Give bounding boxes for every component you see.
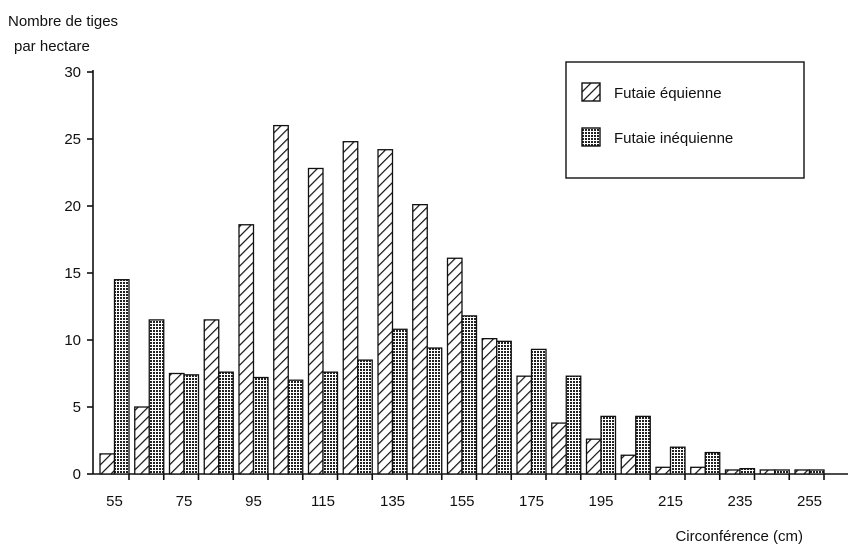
bar-inequienne	[252, 376, 269, 475]
bar-equienne	[690, 466, 706, 475]
legend-swatch-inequienne	[581, 127, 601, 147]
bar-inequienne	[183, 374, 200, 475]
bar-inequienne	[287, 379, 304, 475]
bar-inequienne	[600, 415, 617, 475]
bar-inequienne	[704, 451, 721, 475]
bar-equienne	[307, 167, 324, 475]
legend-box	[565, 61, 805, 179]
legend-swatch-equienne	[581, 82, 601, 102]
bar-equienne	[481, 338, 498, 475]
bars	[99, 124, 825, 475]
y-tick-label: 15	[64, 265, 81, 282]
bar-inequienne	[461, 315, 478, 475]
bar-equienne	[134, 406, 150, 475]
bar-equienne	[551, 422, 567, 475]
y-tick-label: 0	[73, 466, 81, 483]
bar-inequienne	[357, 359, 373, 475]
bar-equienne	[203, 319, 220, 475]
bar-inequienne	[391, 328, 408, 475]
x-tick-label: 75	[176, 493, 193, 510]
bar-equienne	[759, 469, 776, 475]
bar-equienne	[342, 141, 359, 475]
bar-equienne	[655, 466, 672, 475]
bar-equienne	[794, 469, 811, 475]
bar-equienne	[446, 257, 463, 475]
bar-equienne	[273, 124, 289, 475]
y-axis-title-line2: par hectare	[14, 38, 90, 55]
bar-equienne	[238, 224, 255, 475]
y-tick-label: 30	[64, 64, 81, 81]
bar-inequienne	[148, 319, 165, 475]
bar-inequienne	[426, 347, 443, 475]
bar-inequienne	[113, 279, 130, 475]
bar-equienne	[516, 375, 533, 475]
x-axis-title: Circonférence (cm)	[675, 528, 803, 545]
x-tick-label: 175	[519, 493, 544, 510]
x-tick-label: 235	[727, 493, 752, 510]
bar-inequienne	[774, 469, 790, 475]
x-tick-label: 115	[311, 493, 335, 510]
bar-equienne	[412, 204, 428, 475]
bar-inequienne	[808, 469, 825, 475]
x-tick-label: 195	[588, 493, 613, 510]
y-axis-title-line1: Nombre de tiges	[8, 13, 118, 30]
y-tick-label: 5	[73, 399, 81, 416]
bar-inequienne	[322, 371, 339, 475]
x-tick-label: 135	[380, 493, 405, 510]
bar-inequienne	[739, 467, 756, 475]
bar-equienne	[724, 469, 741, 475]
bar-equienne	[168, 372, 185, 475]
bar-equienne	[377, 149, 394, 475]
bar-equienne	[620, 454, 637, 475]
bar-inequienne	[669, 446, 686, 475]
bar-inequienne	[496, 340, 512, 475]
bar-inequienne	[565, 375, 582, 475]
bar-inequienne	[218, 371, 234, 475]
legend-label-equienne: Futaie équienne	[614, 85, 722, 102]
bar-inequienne	[635, 415, 651, 475]
y-tick-label: 25	[64, 131, 81, 148]
x-tick-label: 255	[797, 493, 822, 510]
bar-equienne	[585, 438, 602, 475]
x-tick-label: 55	[106, 493, 123, 510]
x-tick-label: 155	[449, 493, 474, 510]
legend-label-inequienne: Futaie inéquienne	[614, 130, 733, 147]
y-tick-label: 20	[64, 198, 81, 215]
legend: Futaie équienne Futaie inéquienne	[565, 61, 805, 179]
bar-inequienne	[530, 348, 547, 475]
x-tick-label: 95	[245, 493, 262, 510]
x-axis: 55 75 95 115 135 155 175 195 215 235 255	[93, 473, 848, 510]
y-axis: 0 5 10 15 20 25 30	[64, 64, 94, 483]
x-tick-label: 215	[658, 493, 683, 510]
y-tick-label: 10	[64, 332, 81, 349]
bar-equienne	[99, 453, 116, 475]
